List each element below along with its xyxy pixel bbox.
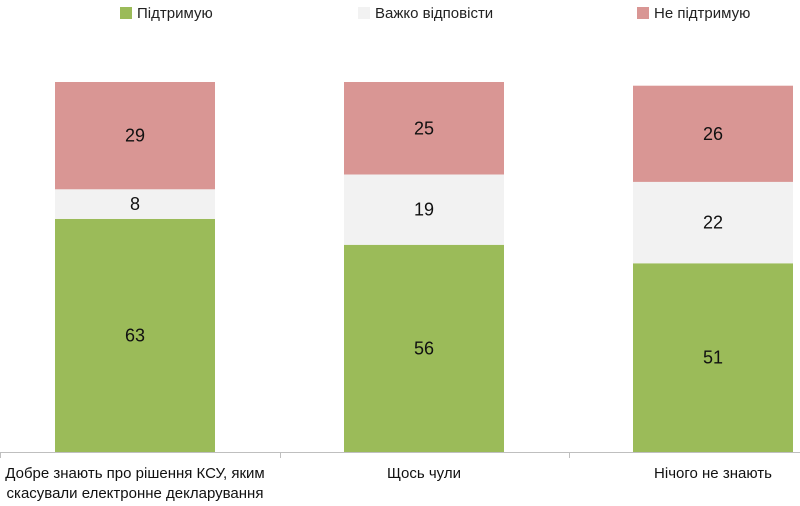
category-label-3: Нічого не знають <box>654 465 772 482</box>
data-label-2-1: 56 <box>414 338 434 358</box>
bar-1-1 <box>55 218 215 452</box>
bar-3-3 <box>633 85 793 182</box>
bar-2-1 <box>344 244 504 452</box>
data-label-1-1: 63 <box>125 325 145 345</box>
data-label-1-2: 8 <box>130 194 140 214</box>
category-label-1-line-1: Добре знають про рішення КСУ, яким <box>5 465 264 482</box>
x-axis <box>0 452 800 458</box>
data-label-1-3: 29 <box>125 126 145 146</box>
legend-swatch-3 <box>637 7 649 19</box>
category-label-2: Щось чули <box>387 465 461 482</box>
bar-1-2 <box>55 189 215 219</box>
legend-label-1: Підтримую <box>137 5 213 22</box>
legend-label-3: Не підтримую <box>654 5 750 22</box>
data-label-3-3: 26 <box>703 124 723 144</box>
legend: Підтримую Важко відповісти Не підтримую <box>120 5 750 22</box>
bars: 63 8 29 56 19 25 51 22 26 <box>55 82 793 452</box>
bar-3-1 <box>633 263 793 452</box>
category-labels: Добре знають про рішення КСУ, яким скасув… <box>5 465 772 502</box>
legend-label-2: Важко відповісти <box>375 5 493 22</box>
bar-2-3 <box>344 82 504 175</box>
bar-1-3 <box>55 82 215 190</box>
legend-swatch-2 <box>358 7 370 19</box>
data-label-3-2: 22 <box>703 213 723 233</box>
legend-swatch-1 <box>120 7 132 19</box>
data-label-3-1: 51 <box>703 348 723 368</box>
data-label-2-3: 25 <box>414 118 434 138</box>
bar-2-2 <box>344 174 504 245</box>
bar-3-2 <box>633 181 793 264</box>
data-label-2-2: 19 <box>414 200 434 220</box>
category-label-1-line-2: скасували електронне декларування <box>7 485 264 502</box>
